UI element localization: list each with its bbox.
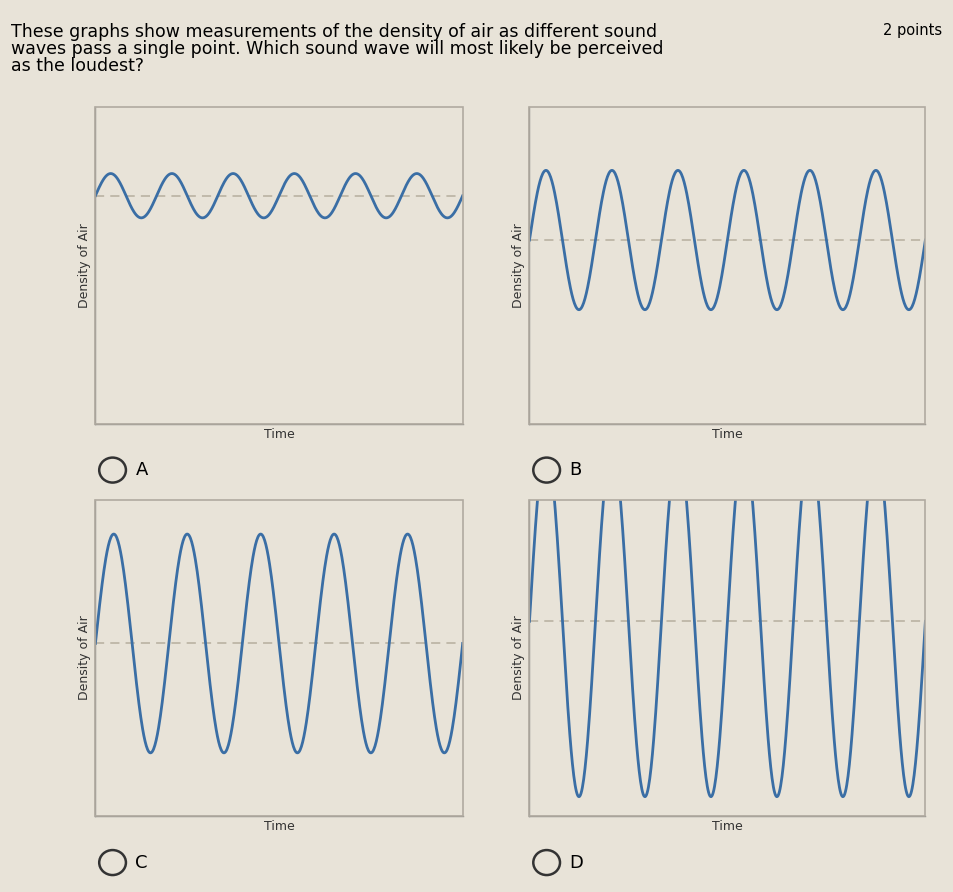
Y-axis label: Density of Air: Density of Air xyxy=(78,223,91,308)
X-axis label: Time: Time xyxy=(711,428,742,441)
Y-axis label: Density of Air: Density of Air xyxy=(78,615,91,700)
Text: These graphs show measurements of the density of air as different sound: These graphs show measurements of the de… xyxy=(11,23,657,41)
Text: as the loudest?: as the loudest? xyxy=(11,57,144,75)
Y-axis label: Density of Air: Density of Air xyxy=(512,615,525,700)
Text: C: C xyxy=(135,854,148,871)
Text: A: A xyxy=(135,461,148,479)
Text: waves pass a single point. Which sound wave will most likely be perceived: waves pass a single point. Which sound w… xyxy=(11,40,663,58)
Text: D: D xyxy=(569,854,583,871)
X-axis label: Time: Time xyxy=(711,821,742,833)
Text: 2 points: 2 points xyxy=(882,23,942,38)
X-axis label: Time: Time xyxy=(263,428,294,441)
Text: B: B xyxy=(569,461,581,479)
X-axis label: Time: Time xyxy=(263,821,294,833)
Y-axis label: Density of Air: Density of Air xyxy=(512,223,525,308)
